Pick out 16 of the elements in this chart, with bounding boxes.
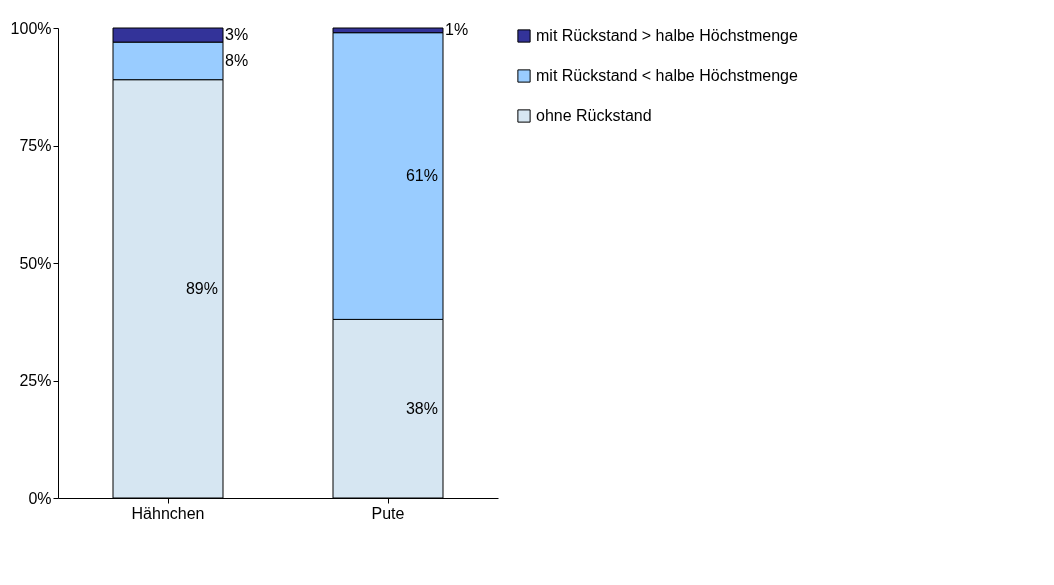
data-label: 89% (185, 279, 218, 297)
x-tick-label: Hähnchen (131, 504, 205, 522)
data-label: 61% (405, 167, 438, 185)
y-tick-label: 0% (28, 489, 52, 507)
data-label: 3% (225, 26, 249, 44)
data-label: 38% (405, 399, 438, 417)
legend-label: ohne Rückstand (536, 107, 652, 124)
y-tick-label: 75% (19, 137, 52, 154)
x-tick-label: Pute (371, 504, 405, 522)
y-tick-label: 100% (10, 19, 52, 37)
y-tick-label: 25% (19, 372, 52, 389)
data-label: 1% (445, 21, 469, 39)
legend-label: mit Rückstand < halbe Höchstmenge (536, 67, 799, 84)
y-tick-label: 50% (19, 254, 52, 272)
legend-label: mit Rückstand > halbe Höchstmenge (536, 27, 799, 44)
data-label: 8% (225, 51, 249, 69)
